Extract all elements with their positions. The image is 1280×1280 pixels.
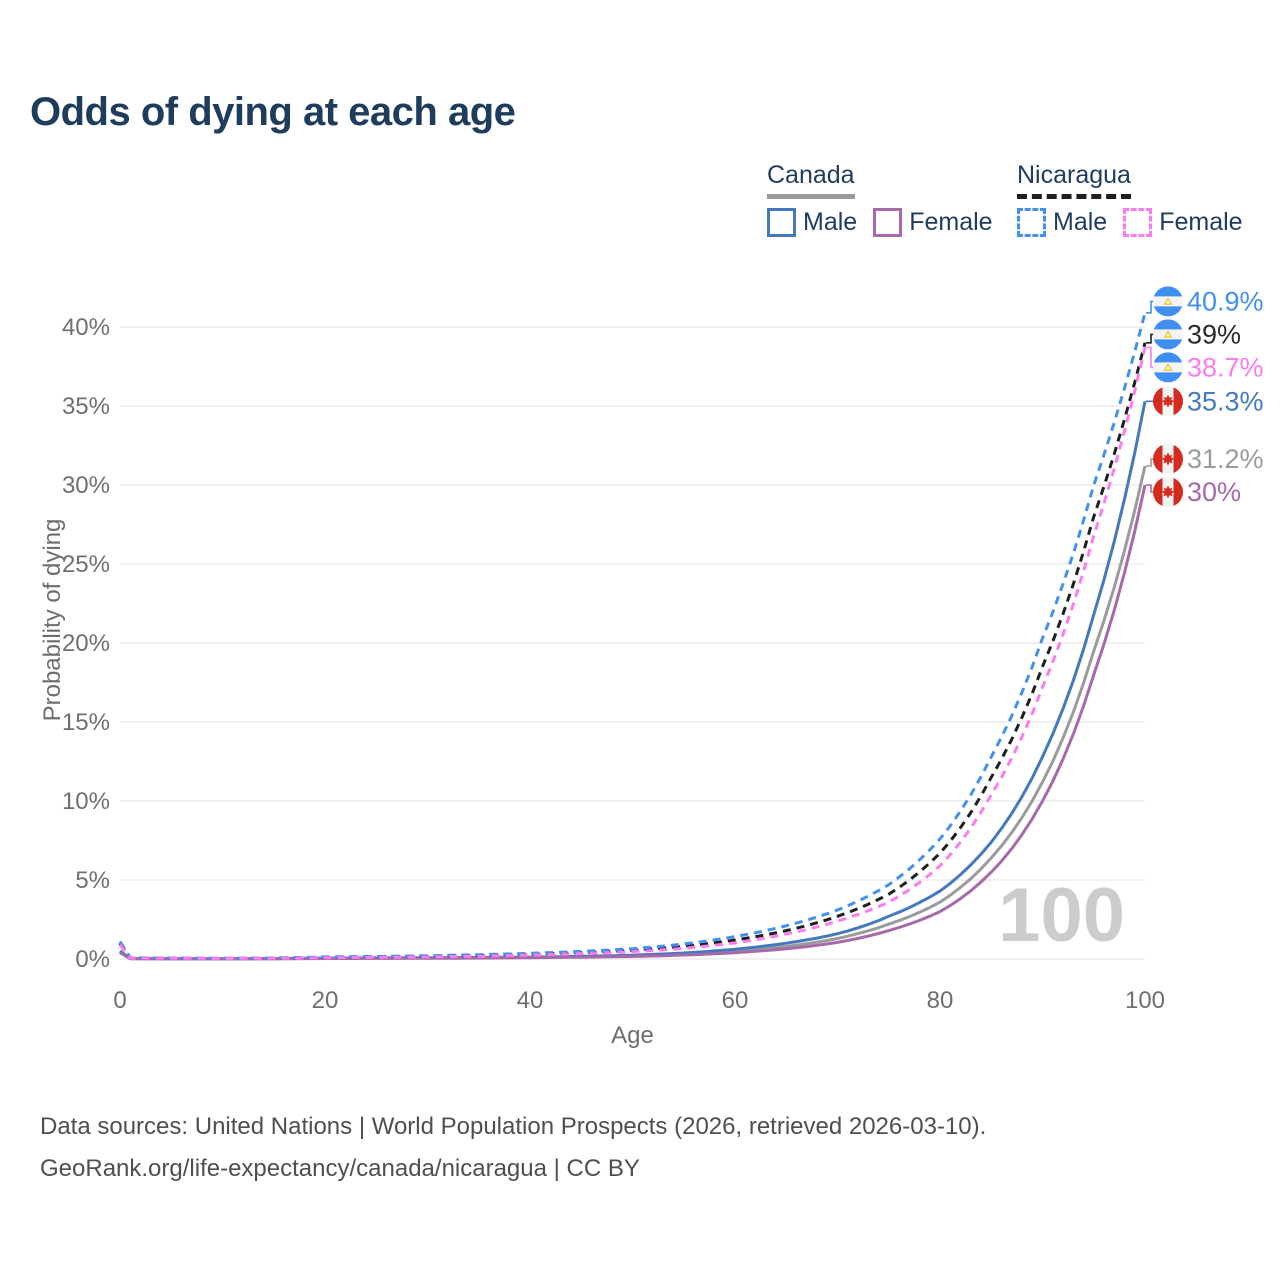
y-tick-label: 10% (62, 788, 110, 815)
leader-lines (1146, 300, 1154, 493)
label-leader-line (1146, 484, 1154, 493)
legend-group-nicaragua: Nicaragua Male Female (1017, 161, 1243, 237)
series-line-nicaragua-female[interactable] (118, 347, 1147, 960)
nicaragua-flag-icon (1153, 319, 1183, 350)
legend-country-nicaragua[interactable]: Nicaragua (1017, 161, 1131, 199)
canada-flag-icon (1153, 477, 1183, 507)
series-line-nicaragua-male[interactable] (118, 312, 1147, 960)
y-tick-label: 15% (62, 709, 110, 736)
legend-group-canada: Canada Male Female (767, 161, 993, 237)
axis-tick-labels: 0% 5% 10% 15% 20% 25% 30% 35% 40% 0 20 40 60 80 100 (62, 314, 1165, 1014)
label-leader-line (1146, 300, 1154, 314)
y-tick-label: 0% (75, 946, 110, 973)
nicaragua-female-swatch (1123, 207, 1153, 237)
attribution-line: GeoRank.org/life-expectancy/canada/nicar… (40, 1155, 640, 1182)
legend-country-canada[interactable]: Canada (767, 161, 855, 199)
end-value-label: 39% (1187, 319, 1241, 349)
x-tick-label: 100 (1125, 987, 1165, 1014)
legend-label: Male (803, 207, 858, 236)
legend-label: Male (1053, 207, 1108, 236)
label-leader-line (1146, 333, 1154, 344)
series-line-canada-female[interactable] (119, 484, 1147, 961)
nicaragua-flag-icon (1153, 286, 1183, 317)
hover-age-indicator: 100 (998, 873, 1125, 958)
end-value-label: 35.3% (1187, 386, 1264, 416)
gridlines (120, 326, 1145, 960)
label-leader-line (1146, 346, 1154, 369)
canada-male-swatch (767, 207, 796, 237)
label-leader-line (1146, 458, 1154, 467)
end-value-label: 31.2% (1187, 444, 1264, 474)
legend-label: Female (909, 207, 993, 236)
end-value-labels: 40.9%39%38.7% 35.3% 31.2%30% (1187, 286, 1264, 507)
end-value-label: 40.9% (1187, 286, 1264, 316)
legend-label: Female (1159, 207, 1243, 236)
series-line-nicaragua-both[interactable] (118, 342, 1147, 960)
flag-icons (1153, 286, 1183, 507)
y-tick-label: 20% (62, 630, 110, 657)
canada-flag-icon (1153, 386, 1183, 417)
y-tick-label: 35% (62, 393, 110, 420)
end-value-label: 30% (1187, 477, 1241, 507)
x-tick-label: 40 (517, 987, 544, 1014)
legend-item-canada-male[interactable]: Male (767, 207, 858, 237)
x-tick-label: 0 (113, 987, 126, 1014)
legend-item-canada-female[interactable]: Female (873, 207, 993, 237)
end-value-label: 38.7% (1187, 352, 1264, 382)
y-tick-label: 25% (62, 551, 110, 578)
y-axis-title: Probability of dying (39, 518, 66, 722)
nicaragua-flag-icon (1153, 352, 1183, 383)
x-tick-label: 60 (722, 987, 749, 1014)
data-sources-line: Data sources: United Nations | World Pop… (40, 1113, 987, 1140)
legend-item-nicaragua-female[interactable]: Female (1123, 207, 1243, 237)
canada-flag-icon (1153, 444, 1183, 474)
y-tick-label: 40% (62, 314, 110, 341)
series-lines (118, 312, 1147, 961)
data-sources-footer: Data sources: United Nations | World Pop… (40, 1106, 1240, 1190)
x-tick-label: 20 (312, 987, 339, 1014)
y-tick-label: 30% (62, 472, 110, 499)
legend-item-nicaragua-male[interactable]: Male (1017, 207, 1108, 237)
x-tick-label: 80 (927, 987, 954, 1014)
y-tick-label: 5% (75, 867, 110, 894)
nicaragua-male-swatch (1017, 207, 1046, 237)
canada-female-swatch (873, 207, 903, 237)
page-title: Odds of dying at each age (30, 90, 516, 134)
x-axis-title: Age (611, 1022, 654, 1049)
